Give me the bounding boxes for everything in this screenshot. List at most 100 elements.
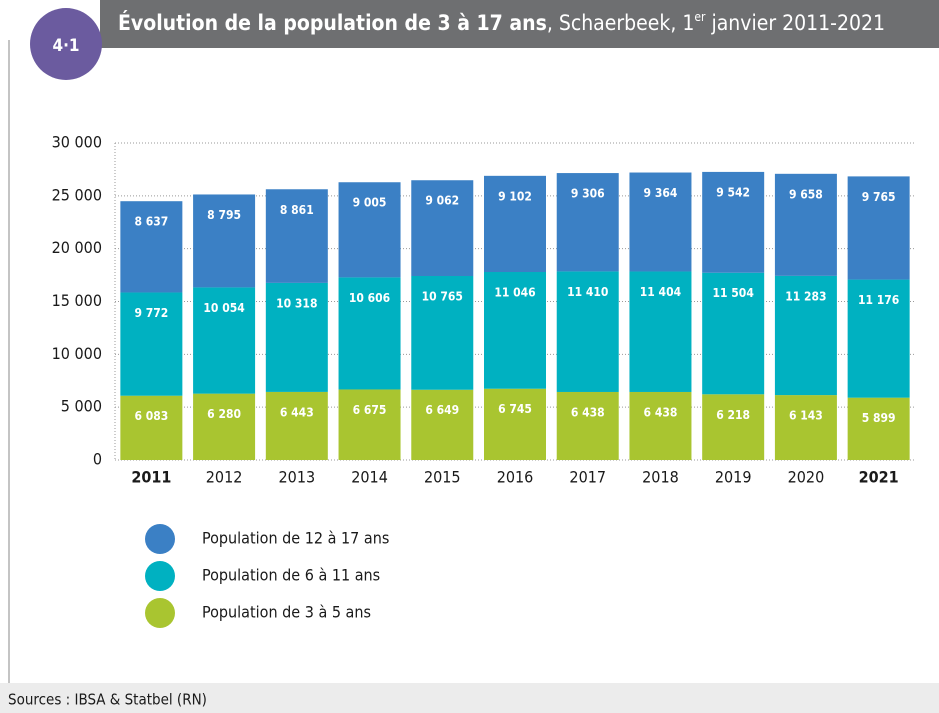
legend-swatch [145,598,175,628]
value-label: 9 102 [498,189,532,203]
value-label: 9 765 [862,190,896,204]
bar-segment [629,391,692,460]
bar-segment [338,277,401,390]
bar-segment [556,173,619,272]
value-label: 11 176 [858,293,899,307]
chart-title: Évolution de la population de 3 à 17 ans… [118,10,885,36]
x-tick-label: 2014 [351,468,388,487]
value-label: 9 306 [571,187,605,201]
y-tick-label: 30 000 [52,133,102,152]
value-label: 10 318 [276,296,317,310]
value-label: 10 054 [203,301,245,315]
subtitle-sup: er [694,10,706,24]
bar-segment [556,271,619,392]
bar-segment [847,279,910,398]
bar-segment [629,172,692,272]
bar-segment [847,176,910,280]
source-bar [0,683,939,713]
bar-segment [484,388,546,460]
x-tick-label: 2016 [497,468,534,487]
bar-segment [774,395,837,460]
x-tick-label: 2015 [424,468,461,487]
bar-segment [265,391,328,460]
bar-segment [629,271,692,392]
bar-segment [702,394,765,460]
bar-segment [484,175,546,273]
bar-segment [265,189,328,283]
value-label: 6 438 [571,405,605,419]
value-label: 6 675 [353,403,387,417]
value-label: 10 606 [349,291,390,305]
x-tick-label: 2021 [859,468,899,487]
y-tick-label: 20 000 [52,238,102,257]
header-bar [100,0,939,48]
bar-segment [411,275,474,390]
bar-segment [411,389,474,460]
legend-label: Population de 3 à 5 ans [202,603,371,622]
y-tick-label: 10 000 [52,344,102,363]
bar-segment [120,292,183,396]
value-label: 5 899 [862,411,896,425]
y-tick-label: 25 000 [52,185,102,204]
value-label: 11 404 [640,285,682,299]
y-tick-label: 15 000 [52,291,102,310]
legend-label: Population de 12 à 17 ans [202,529,389,548]
value-label: 10 765 [422,289,463,303]
bar-segment [265,282,328,392]
bar-segment [338,389,401,460]
subtitle: janvier 2011-2021 [705,11,885,35]
value-label: 6 143 [789,409,823,423]
x-tick-label: 2011 [131,468,171,487]
x-tick-label: 2020 [788,468,825,487]
y-tick-label: 0 [93,450,102,469]
bar-segment [120,395,183,460]
badge [30,8,102,80]
value-label: 6 083 [134,409,168,423]
bar-segment [774,173,837,276]
badge-label: 4·1 [52,36,79,56]
x-tick-label: 2019 [715,468,752,487]
value-label: 9 542 [716,185,750,199]
bar-segment [847,397,910,460]
value-label: 9 005 [353,196,387,210]
value-label: 6 218 [716,408,750,422]
x-tick-label: 2012 [206,468,243,487]
legend-label: Population de 6 à 11 ans [202,566,380,585]
value-label: 9 364 [644,186,678,200]
bar-segment [120,201,183,293]
value-label: 11 046 [494,286,535,300]
bar-segment [193,287,256,394]
bar-segment [702,272,765,395]
bar-segment [338,182,401,278]
value-label: 11 410 [567,285,608,299]
value-label: 8 861 [280,203,314,217]
title-main: Évolution de la population de 3 à 17 ans [118,10,547,35]
bar-segment [774,275,837,396]
bar-segment [193,194,256,288]
bar-segment [556,391,619,460]
bar-segment [484,272,546,389]
subtitle: , Schaerbeek, 1 [547,11,695,35]
bar-segment [411,180,474,276]
bar-segment [193,393,256,460]
value-label: 6 443 [280,405,314,419]
value-label: 11 283 [785,289,826,303]
value-label: 11 504 [713,286,755,300]
value-label: 9 062 [425,194,459,208]
source: Sources : IBSA & Statbel (RN) [8,691,207,709]
value-label: 6 649 [425,403,459,417]
value-label: 8 637 [134,215,168,229]
x-tick-label: 2018 [642,468,679,487]
x-tick-label: 2017 [569,468,606,487]
value-label: 6 438 [644,405,678,419]
y-tick-label: 5 000 [61,397,102,416]
value-label: 8 795 [207,208,241,222]
value-label: 9 772 [134,306,168,320]
x-tick-label: 2013 [279,468,316,487]
legend-swatch [145,524,175,554]
value-label: 6 745 [498,402,532,416]
legend-swatch [145,561,175,591]
bar-segment [702,171,765,273]
value-label: 9 658 [789,187,823,201]
